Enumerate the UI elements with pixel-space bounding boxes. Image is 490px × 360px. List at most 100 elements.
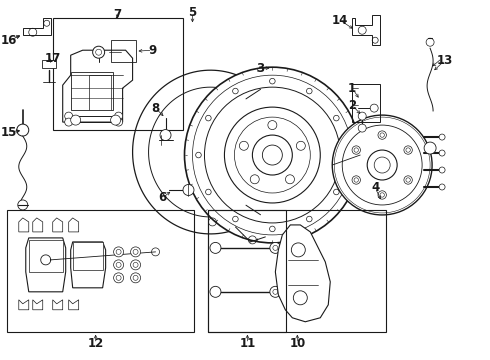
Circle shape: [424, 142, 436, 154]
Circle shape: [111, 115, 121, 125]
Circle shape: [439, 167, 445, 173]
Circle shape: [131, 260, 141, 270]
Circle shape: [160, 130, 171, 140]
Bar: [352, 84, 380, 122]
Circle shape: [380, 133, 384, 137]
Circle shape: [71, 115, 81, 125]
Circle shape: [196, 152, 201, 158]
Text: 7: 7: [114, 8, 122, 21]
Circle shape: [352, 146, 361, 154]
Circle shape: [131, 273, 141, 283]
Circle shape: [406, 178, 410, 182]
Polygon shape: [63, 50, 133, 122]
Circle shape: [439, 184, 445, 190]
Circle shape: [270, 226, 275, 232]
Circle shape: [404, 176, 412, 184]
Polygon shape: [33, 218, 43, 232]
Polygon shape: [53, 218, 63, 232]
Circle shape: [380, 193, 384, 197]
Polygon shape: [352, 15, 380, 45]
Circle shape: [358, 112, 366, 120]
Text: 5: 5: [188, 6, 196, 19]
Bar: [208, 210, 286, 332]
Circle shape: [334, 115, 339, 121]
Circle shape: [250, 175, 259, 184]
Text: 3: 3: [256, 62, 265, 75]
Circle shape: [404, 146, 412, 154]
Circle shape: [352, 176, 361, 184]
Circle shape: [210, 286, 221, 297]
Polygon shape: [26, 238, 66, 292]
Circle shape: [270, 78, 275, 84]
Circle shape: [406, 148, 410, 152]
Circle shape: [18, 200, 28, 210]
Circle shape: [334, 189, 339, 195]
Bar: [29, 240, 63, 272]
Circle shape: [115, 118, 122, 126]
Circle shape: [367, 150, 397, 180]
Circle shape: [378, 131, 387, 139]
Text: 2: 2: [348, 99, 356, 112]
Circle shape: [332, 115, 432, 215]
Text: 9: 9: [148, 44, 157, 57]
Text: 11: 11: [239, 337, 255, 350]
Polygon shape: [275, 225, 330, 322]
Polygon shape: [69, 300, 79, 310]
Text: 1: 1: [348, 82, 356, 95]
Bar: [208, 210, 386, 332]
Circle shape: [65, 112, 73, 120]
Circle shape: [185, 67, 360, 243]
Text: 14: 14: [332, 14, 348, 27]
Polygon shape: [23, 18, 51, 35]
Circle shape: [183, 184, 194, 195]
Circle shape: [131, 247, 141, 257]
Polygon shape: [19, 300, 29, 310]
Circle shape: [17, 124, 29, 136]
Circle shape: [114, 273, 123, 283]
Polygon shape: [19, 218, 29, 232]
Circle shape: [262, 145, 282, 165]
Text: 12: 12: [88, 337, 104, 350]
Circle shape: [233, 88, 238, 94]
Circle shape: [358, 124, 366, 132]
Circle shape: [233, 216, 238, 222]
Text: 4: 4: [371, 181, 379, 194]
Circle shape: [370, 104, 378, 112]
Text: 17: 17: [45, 52, 61, 65]
Bar: [71, 72, 113, 110]
Circle shape: [286, 175, 294, 184]
Circle shape: [426, 38, 434, 46]
Polygon shape: [53, 300, 63, 310]
Circle shape: [206, 115, 211, 121]
Circle shape: [439, 134, 445, 140]
Circle shape: [114, 247, 123, 257]
Circle shape: [307, 216, 312, 222]
Bar: [89, 75, 111, 110]
Circle shape: [93, 46, 105, 58]
Circle shape: [296, 141, 305, 150]
Circle shape: [206, 189, 211, 195]
Bar: [111, 40, 136, 62]
Circle shape: [294, 291, 307, 305]
Circle shape: [115, 112, 122, 120]
Text: 13: 13: [437, 54, 453, 67]
Polygon shape: [33, 300, 43, 310]
Polygon shape: [71, 242, 106, 288]
Circle shape: [354, 148, 359, 152]
Circle shape: [439, 150, 445, 156]
Circle shape: [270, 286, 281, 297]
Text: 16: 16: [0, 34, 17, 47]
Circle shape: [270, 242, 281, 253]
Circle shape: [268, 121, 277, 130]
Bar: [73, 242, 102, 270]
Text: 6: 6: [158, 192, 167, 204]
Circle shape: [210, 242, 221, 253]
Polygon shape: [42, 60, 56, 68]
Circle shape: [114, 260, 123, 270]
Circle shape: [378, 191, 387, 199]
Circle shape: [65, 118, 73, 126]
Text: 10: 10: [289, 337, 305, 350]
Circle shape: [240, 141, 248, 150]
Circle shape: [354, 178, 359, 182]
Text: 15: 15: [0, 126, 17, 139]
